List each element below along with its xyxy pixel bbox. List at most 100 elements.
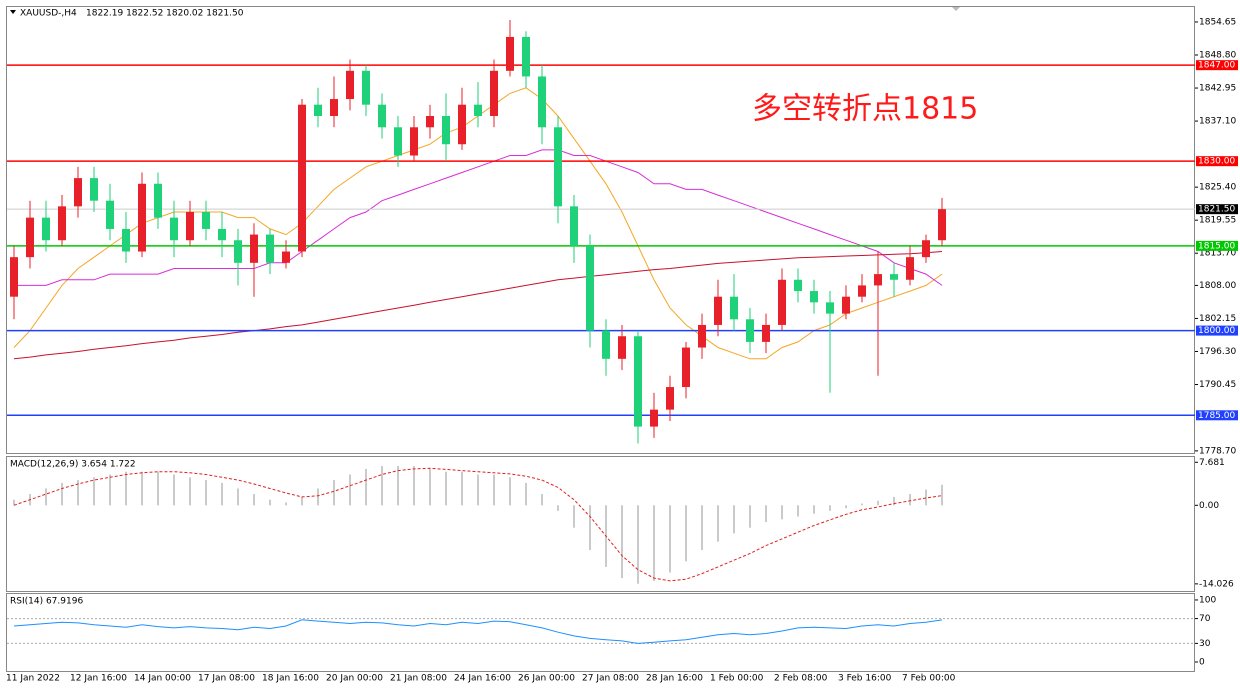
candle-body xyxy=(362,70,370,105)
candle-body xyxy=(554,127,562,207)
level-label: 1800.00 xyxy=(1198,326,1235,336)
y-tick-label: 0.00 xyxy=(1199,501,1219,511)
y-tick-label: 1778.70 xyxy=(1199,446,1236,456)
y-tick-label: 1813.70 xyxy=(1199,249,1236,259)
x-tick-label: 3 Feb 16:00 xyxy=(838,674,892,684)
candle-body xyxy=(138,183,146,252)
y-tick-label: -14.026 xyxy=(1199,579,1234,589)
candle-body xyxy=(826,302,834,314)
x-tick-label: 20 Jan 00:00 xyxy=(326,674,383,684)
y-tick-label: 30 xyxy=(1199,639,1211,649)
candle-body xyxy=(186,211,194,241)
y-tick-label: 1854.65 xyxy=(1199,17,1236,27)
candle-body xyxy=(762,324,770,342)
y-tick-label: 1808.00 xyxy=(1199,281,1236,291)
rsi-panel xyxy=(6,593,1195,672)
main-panel xyxy=(6,6,1195,454)
y-tick-label: 70 xyxy=(1199,614,1211,624)
candle-body xyxy=(58,206,66,241)
ohlc: 1822.19 1822.52 1820.02 1821.50 xyxy=(86,9,244,19)
level-tag xyxy=(1196,60,1238,71)
x-tick-label: 24 Jan 16:00 xyxy=(454,674,511,684)
y-tick-label: 1848.80 xyxy=(1199,51,1236,61)
moving-average xyxy=(13,251,943,360)
candle-body xyxy=(858,285,866,297)
candle-body xyxy=(730,296,738,320)
candle-body xyxy=(154,183,162,218)
macd-panel xyxy=(6,456,1195,592)
candle-body xyxy=(394,127,402,156)
candle-body xyxy=(522,36,530,77)
candle-body xyxy=(922,240,930,258)
y-tick-label: 1825.40 xyxy=(1199,183,1236,193)
candle-body xyxy=(122,228,130,252)
x-tick-label: 28 Jan 16:00 xyxy=(646,674,703,684)
macd-title: MACD(12,26,9) 3.654 1.722 xyxy=(10,460,136,470)
candle-body xyxy=(330,99,338,116)
shift-marker xyxy=(952,7,960,11)
candle-body xyxy=(74,178,82,207)
candle-body xyxy=(298,104,306,252)
level-tag xyxy=(1196,410,1238,421)
x-tick-label: 14 Jan 00:00 xyxy=(134,674,191,684)
y-tick-label: 0 xyxy=(1199,658,1205,668)
candle-body xyxy=(586,245,594,331)
candle-body xyxy=(234,240,242,263)
x-tick-label: 1 Feb 00:00 xyxy=(710,674,764,684)
candle-body xyxy=(90,178,98,201)
candle-body xyxy=(890,274,898,280)
last-price-label: 1821.50 xyxy=(1198,205,1235,215)
candle-body xyxy=(842,296,850,314)
x-tick-label: 26 Jan 00:00 xyxy=(518,674,575,684)
candle-body xyxy=(266,234,274,263)
candle-body xyxy=(746,319,754,342)
x-tick-label: 7 Feb 00:00 xyxy=(902,674,956,684)
candle-body xyxy=(106,200,114,229)
candle-body xyxy=(410,127,418,156)
candle-body xyxy=(346,70,354,100)
candle-body xyxy=(10,257,18,297)
candle-body xyxy=(426,115,434,128)
rsi-line xyxy=(13,619,943,644)
y-tick-label: 1837.10 xyxy=(1199,117,1236,127)
candle-body xyxy=(314,104,322,116)
y-tick-label: 100 xyxy=(1199,595,1216,605)
candle-body xyxy=(474,104,482,116)
candle-body xyxy=(810,291,818,303)
x-tick-label: 18 Jan 16:00 xyxy=(262,674,319,684)
candle-body xyxy=(250,234,258,263)
signal-line xyxy=(13,467,943,582)
candle-body xyxy=(778,279,786,325)
last-price-tag xyxy=(1196,204,1238,215)
level-label: 1847.00 xyxy=(1198,61,1235,71)
candle-body xyxy=(26,217,34,258)
x-tick-label: 21 Jan 08:00 xyxy=(390,674,447,684)
candle-body xyxy=(170,217,178,241)
symbol: XAUUSD-,H4 xyxy=(20,9,77,19)
candle-body xyxy=(602,330,610,359)
candle-body xyxy=(570,206,578,246)
candle-body xyxy=(682,347,690,388)
candle-body xyxy=(202,211,210,229)
candle-body xyxy=(714,296,722,325)
candle-body xyxy=(906,257,914,280)
candle-body xyxy=(218,228,226,241)
candle-body xyxy=(282,251,290,263)
candle-body xyxy=(666,387,674,410)
y-tick-label: 7.681 xyxy=(1199,458,1225,468)
candle-body xyxy=(698,324,706,348)
y-tick-label: 1819.55 xyxy=(1199,216,1236,226)
level-label: 1815.00 xyxy=(1198,241,1235,251)
candle-body xyxy=(458,104,466,145)
candle-body xyxy=(490,70,498,116)
candle-body xyxy=(442,115,450,145)
x-tick-label: 11 Jan 2022 xyxy=(6,674,60,684)
level-tag xyxy=(1196,325,1238,336)
candle-body xyxy=(42,217,50,241)
annotation: 多空转折点1815 xyxy=(752,92,978,127)
candle-body xyxy=(538,76,546,128)
candle-body xyxy=(506,36,514,71)
candle-body xyxy=(378,104,386,128)
x-tick-label: 12 Jan 16:00 xyxy=(70,674,127,684)
